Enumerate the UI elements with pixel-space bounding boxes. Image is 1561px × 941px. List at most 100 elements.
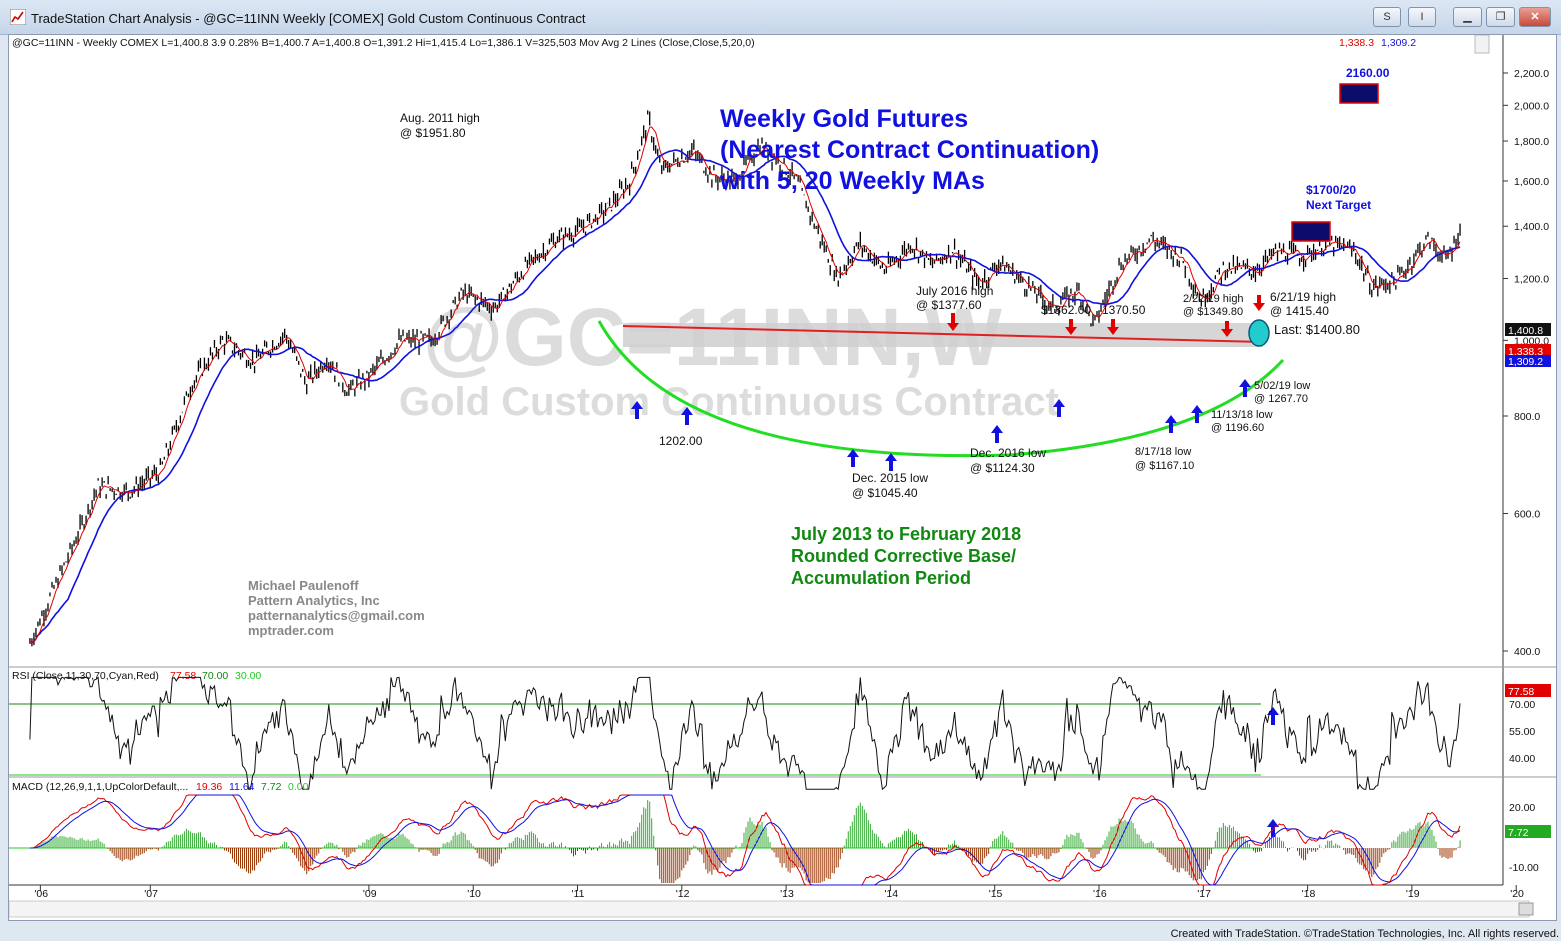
title-line-2: (Nearest Contract Continuation) <box>720 136 1099 164</box>
may2019-label-1: 5/02/19 low <box>1254 380 1310 392</box>
ma5-badge-bg <box>1505 344 1551 357</box>
macd-label: MACD (12,26,9,1,1,UpColorDefault,... <box>12 781 188 793</box>
macd-tick-20: 20.00 <box>1509 802 1535 814</box>
resistance-line <box>622 325 1264 343</box>
macd-zero-value: 0.00 <box>288 781 309 793</box>
red-arrow-jun2019 <box>1253 295 1265 311</box>
rsi-badge: 77.58 <box>1508 686 1534 698</box>
time-tick-label: '20 <box>1510 888 1524 900</box>
time-tick-label: '07 <box>144 888 158 900</box>
dec2015-label-2: @ $1045.40 <box>852 486 918 500</box>
red-arrow-jul2016 <box>947 313 959 331</box>
time-tick-label: '16 <box>1093 888 1107 900</box>
target-1700-label-1: $1700/20 <box>1306 183 1356 197</box>
rsi-line <box>29 676 1461 791</box>
macd-badge: 7.72 <box>1508 827 1529 839</box>
dec2015-label-1: Dec. 2015 low <box>852 471 928 485</box>
blue-arrow-dec2016 <box>991 425 1003 443</box>
author-company: Pattern Analytics, Inc <box>248 593 380 608</box>
dec2016-label-1: Dec. 2016 low <box>970 446 1046 460</box>
i-menu-button[interactable]: I <box>1408 7 1436 27</box>
feb2019-label-1: 2/22/19 high <box>1183 293 1244 305</box>
rounded-base-curve <box>597 320 1285 458</box>
blue-arrow-2013 <box>631 401 643 419</box>
author-email: patternanalytics@gmail.com <box>248 608 425 623</box>
blue-arrow-dec2015 <box>885 453 897 471</box>
macd-hist-value: 7.72 <box>261 781 282 793</box>
time-tick-label: '17 <box>1197 888 1211 900</box>
symbol-info: @GC=11INN - Weekly COMEX L=1,400.8 3.9 0… <box>12 37 755 49</box>
ma20-badge: 1,309.2 <box>1508 356 1543 368</box>
macd-tick-neg10: -10.00 <box>1509 862 1539 874</box>
time-tick-label: '19 <box>1406 888 1420 900</box>
time-tick-label: '11 <box>572 888 585 900</box>
macd-histogram <box>31 800 1461 883</box>
rsi-tick-55: 55.00 <box>1509 726 1535 738</box>
rsi-badge-bg <box>1505 684 1551 697</box>
blue-arrow-1202 <box>681 407 693 425</box>
ma-fast-value: 1,338.3 <box>1339 37 1374 49</box>
red-arrow-1362 <box>1065 319 1077 335</box>
ma20-badge-bg <box>1505 355 1551 367</box>
vertical-scroll-up-button[interactable] <box>1474 35 1490 54</box>
time-tick-label: '13 <box>780 888 794 900</box>
feb2019-label-2: @ $1349.80 <box>1183 306 1243 318</box>
price-tick-label: 1,800.0 <box>1514 136 1549 148</box>
base-label-1: July 2013 to February 2018 <box>791 524 1021 544</box>
author-name: Michael Paulenoff <box>248 578 359 593</box>
aug2011-label-1: Aug. 2011 high <box>400 111 480 125</box>
rsi-os-value: 30.00 <box>235 670 261 682</box>
time-tick-label: '06 <box>34 888 48 900</box>
blue-arrow-nov2018 <box>1191 405 1203 423</box>
rsi-value: 77.58 <box>170 670 196 682</box>
rsi-ob-value: 70.00 <box>202 670 228 682</box>
base-label-3: Accumulation Period <box>791 568 971 588</box>
minimize-button[interactable]: ▁ <box>1453 7 1482 27</box>
macd-badge-bg <box>1505 825 1551 838</box>
aug2011-label-2: @ $1951.80 <box>400 126 466 140</box>
author-site: mptrader.com <box>248 623 334 638</box>
aug2018-label-1: 8/17/18 low <box>1135 446 1191 458</box>
title-bar: TradeStation Chart Analysis - @GC=11INN … <box>0 0 1561 35</box>
window-title: TradeStation Chart Analysis - @GC=11INN … <box>31 11 586 26</box>
blue-arrow-jul2017 <box>1053 399 1065 417</box>
time-tick-label: '18 <box>1302 888 1316 900</box>
may2019-label-2: @ 1267.70 <box>1254 393 1308 405</box>
title-line-3: with 5, 20 Weekly MAs <box>719 167 985 195</box>
base-label-2: Rounded Corrective Base/ <box>791 546 1016 566</box>
horizontal-scrollbar[interactable] <box>9 900 1530 918</box>
jul2016-label-2: @ $1377.60 <box>916 298 982 312</box>
price-tick-label: 600.0 <box>1514 509 1540 521</box>
low-1202-label: 1202.00 <box>659 434 703 448</box>
time-tick-label: '15 <box>989 888 1003 900</box>
rsi-label: RSI (Close,11,30,70,Cyan,Red) <box>12 670 159 682</box>
jun2019-label-1: 6/21/19 high <box>1270 290 1336 304</box>
time-tick-label: '09 <box>363 888 377 900</box>
chart-canvas: @GC=11INN - Weekly COMEX L=1,400.8 3.9 0… <box>9 35 1556 918</box>
rsi-tick-40: 40.00 <box>1509 753 1535 765</box>
macd-line <box>29 794 1461 886</box>
chart-window: @GC=11INN - Weekly COMEX L=1,400.8 3.9 0… <box>8 34 1557 921</box>
target-2160-label: 2160.00 <box>1346 66 1390 80</box>
macd-value: 19.36 <box>196 781 222 793</box>
price-axis-ticks: 2,200.0 2,000.0 1,800.0 1,600.0 1,400.0 1,200… <box>1503 68 1549 658</box>
aug2018-label-2: @ $1167.10 <box>1135 460 1194 472</box>
price-tick-label: 2,200.0 <box>1514 68 1549 80</box>
restore-button[interactable]: ❐ <box>1486 7 1515 27</box>
blue-up-arrows <box>631 379 1279 837</box>
jun2019-label-2: @ 1415.40 <box>1270 304 1329 318</box>
title-line-1: Weekly Gold Futures <box>720 105 968 133</box>
last-price-badge-bg <box>1505 323 1551 336</box>
time-tick-label: '12 <box>676 888 690 900</box>
price-tick-label: 1,400.0 <box>1514 221 1549 233</box>
jul2016-label-1: July 2016 high <box>916 284 993 298</box>
target-2160-box <box>1339 83 1379 104</box>
watermark-name: Gold Custom Continuous Contract <box>399 380 1059 424</box>
macd-signal-value: 11.64 <box>229 781 255 793</box>
s-menu-button[interactable]: S <box>1373 7 1401 27</box>
nov2018-label-1: 11/13/18 low <box>1211 409 1273 421</box>
horizontal-scroll-thumb[interactable] <box>1518 902 1534 916</box>
red-arrow-1370 <box>1107 319 1119 335</box>
close-button[interactable]: ✕ <box>1519 7 1551 27</box>
price-tick-label: 800.0 <box>1514 411 1540 423</box>
